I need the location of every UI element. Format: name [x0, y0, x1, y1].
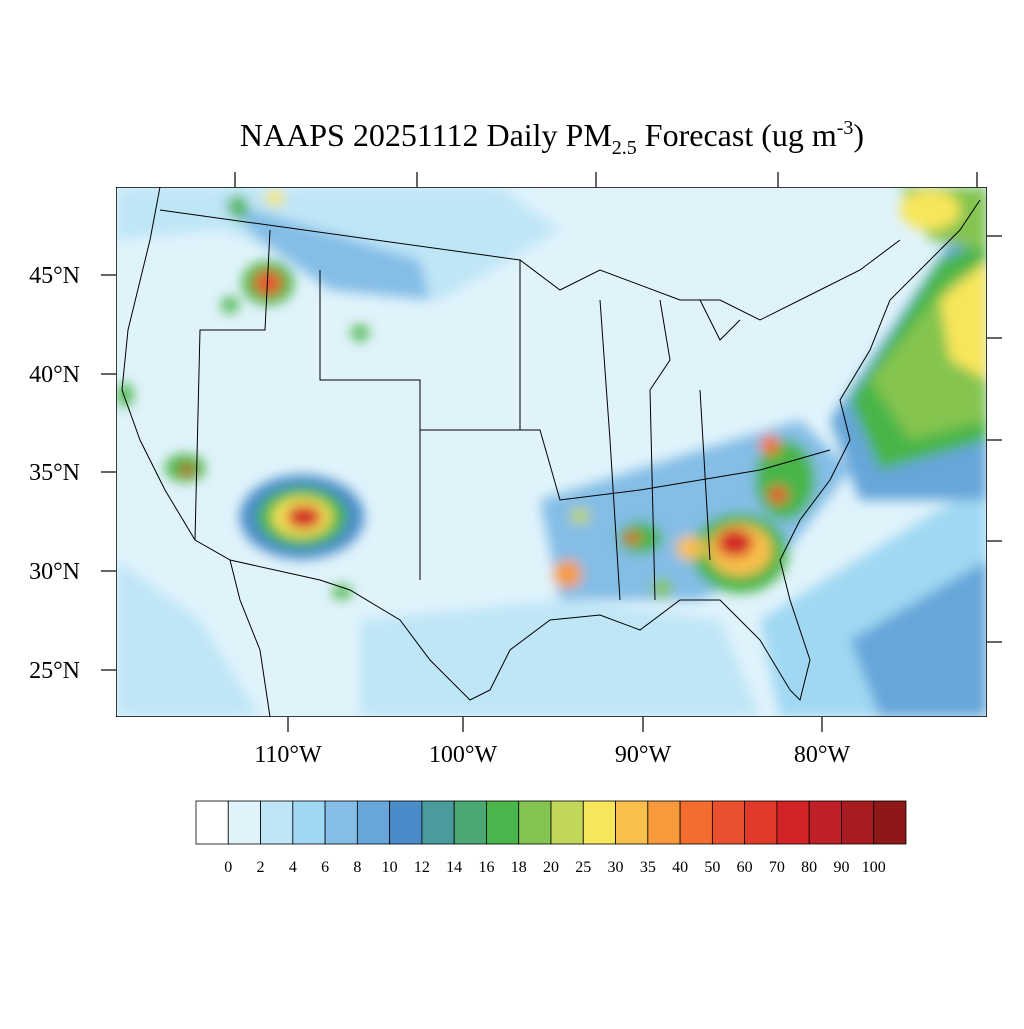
- colorbar-label: 40: [672, 859, 688, 876]
- colorbar-box: [227, 800, 261, 845]
- title-superscript: -3: [837, 117, 854, 139]
- colorbar-box: [518, 800, 552, 845]
- colorbar-label: 50: [704, 859, 720, 876]
- colorbar-label: 80: [801, 859, 817, 876]
- colorbar-label: 0: [224, 859, 232, 876]
- colorbar-box: [195, 800, 229, 845]
- colorbar-box: [421, 800, 455, 845]
- lon-label: 110°W: [254, 742, 322, 768]
- colorbar-label: 6: [321, 859, 329, 876]
- colorbar-box: [260, 800, 294, 845]
- colorbar-label: 60: [737, 859, 753, 876]
- colorbar-label: 20: [543, 859, 559, 876]
- title: NAAPS 20251112 Daily PM2.5 Forecast (ug …: [240, 117, 864, 159]
- colorbar-box: [292, 800, 326, 845]
- colorbar-box: [679, 800, 713, 845]
- colorbar-label: 10: [382, 859, 398, 876]
- colorbar-box: [744, 800, 778, 845]
- axis-ticks: [234, 172, 1002, 643]
- title-end: ): [853, 117, 864, 153]
- colorbar-label: 90: [833, 859, 849, 876]
- colorbar-box: [453, 800, 487, 845]
- colorbar-label: 70: [769, 859, 785, 876]
- colorbar-label: 25: [575, 859, 591, 876]
- colorbar-box: [841, 800, 875, 845]
- map-field: [116, 187, 987, 717]
- lon-label: 100°W: [429, 742, 498, 768]
- lat-label: 40°N: [29, 362, 80, 388]
- lon-label: 90°W: [615, 742, 672, 768]
- colorbar-box: [550, 800, 584, 845]
- colorbar-label: 35: [640, 859, 656, 876]
- colorbar-box: [389, 800, 423, 845]
- colorbar-box: [356, 800, 391, 845]
- colorbar-box: [808, 800, 842, 845]
- colorbar-label: 100: [862, 859, 886, 876]
- title-main: NAAPS 20251112 Daily PM: [240, 117, 612, 153]
- colorbar-box: [647, 800, 681, 845]
- colorbar-box: [486, 800, 520, 845]
- colorbar-label: 16: [478, 859, 494, 876]
- title-subscript: 2.5: [612, 137, 637, 159]
- colorbar-box: [324, 800, 358, 845]
- colorbar-label: 2: [257, 859, 265, 876]
- colorbar-box: [873, 800, 907, 845]
- colorbar-box: [582, 800, 616, 845]
- colorbar: 0 2 4 6 8 10 12 14 16 18 20 25 30 35 40 50 60 70 80 90 100: [195, 800, 907, 876]
- colorbar-label: 30: [608, 859, 624, 876]
- colorbar-box: [711, 800, 746, 845]
- colorbar-box: [776, 800, 810, 845]
- colorbar-label: 8: [353, 859, 361, 876]
- lon-label: 80°W: [794, 742, 851, 768]
- axis-labels: 45°N 40°N 35°N 30°N 25°N 110°W 100°W 90°W 80°W: [29, 263, 850, 768]
- colorbar-box: [615, 800, 649, 845]
- title-middle: Forecast (ug m: [637, 117, 837, 153]
- colorbar-label: 18: [511, 859, 527, 876]
- lat-label: 30°N: [29, 559, 80, 585]
- lat-label: 25°N: [29, 658, 80, 684]
- lat-label: 45°N: [29, 263, 80, 289]
- colorbar-label: 14: [446, 859, 462, 876]
- lat-label: 35°N: [29, 460, 80, 486]
- colorbar-label: 12: [414, 859, 430, 876]
- colorbar-label: 4: [289, 859, 297, 876]
